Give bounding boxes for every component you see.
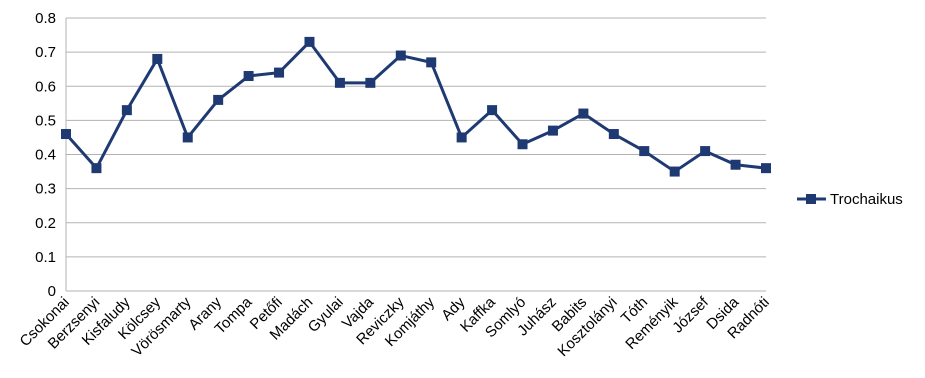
series-trochaikus — [61, 36, 771, 177]
data-point — [487, 105, 498, 116]
data-point — [365, 77, 376, 88]
data-point — [395, 50, 406, 61]
legend-label: Trochaikus — [830, 191, 903, 208]
data-point — [213, 94, 224, 105]
y-tick-label: 0.3 — [35, 181, 56, 198]
data-point — [700, 146, 711, 157]
y-tick-label: 0.2 — [35, 215, 56, 232]
y-tick-label: 0.6 — [35, 78, 56, 95]
data-point — [669, 166, 680, 177]
data-point — [334, 77, 345, 88]
y-tick-label: 0.1 — [35, 249, 56, 266]
data-point — [517, 139, 528, 150]
y-tick-label: 0 — [48, 283, 56, 300]
x-axis-ticks: CsokonaiBerzsenyiKisfaludyKölcseyVörösma… — [17, 293, 773, 360]
y-tick-label: 0.5 — [35, 112, 56, 129]
data-point — [761, 163, 771, 174]
series-line — [64, 40, 767, 174]
data-point — [578, 108, 589, 119]
data-point — [243, 71, 254, 82]
data-point — [426, 57, 437, 68]
legend-marker — [806, 194, 816, 204]
data-point — [456, 132, 467, 143]
data-point — [121, 105, 132, 116]
data-point — [182, 132, 193, 143]
x-tick-label: Gyulai — [305, 294, 347, 336]
x-tick-label: József — [669, 293, 712, 336]
data-point — [91, 163, 102, 174]
legend: Trochaikus — [797, 191, 903, 208]
y-tick-label: 0.7 — [35, 44, 56, 61]
data-point — [639, 146, 650, 157]
data-point — [547, 125, 558, 136]
y-axis-ticks: 0 0.1 0.2 0.3 0.4 0.5 0.6 0.7 0.8 — [35, 10, 56, 300]
data-point — [274, 67, 285, 78]
y-tick-label: 0.8 — [35, 10, 56, 27]
data-point — [608, 129, 619, 140]
data-point — [304, 36, 315, 47]
data-point — [730, 159, 741, 170]
data-point — [61, 129, 71, 140]
data-point — [152, 53, 163, 64]
y-tick-label: 0.4 — [35, 147, 56, 164]
